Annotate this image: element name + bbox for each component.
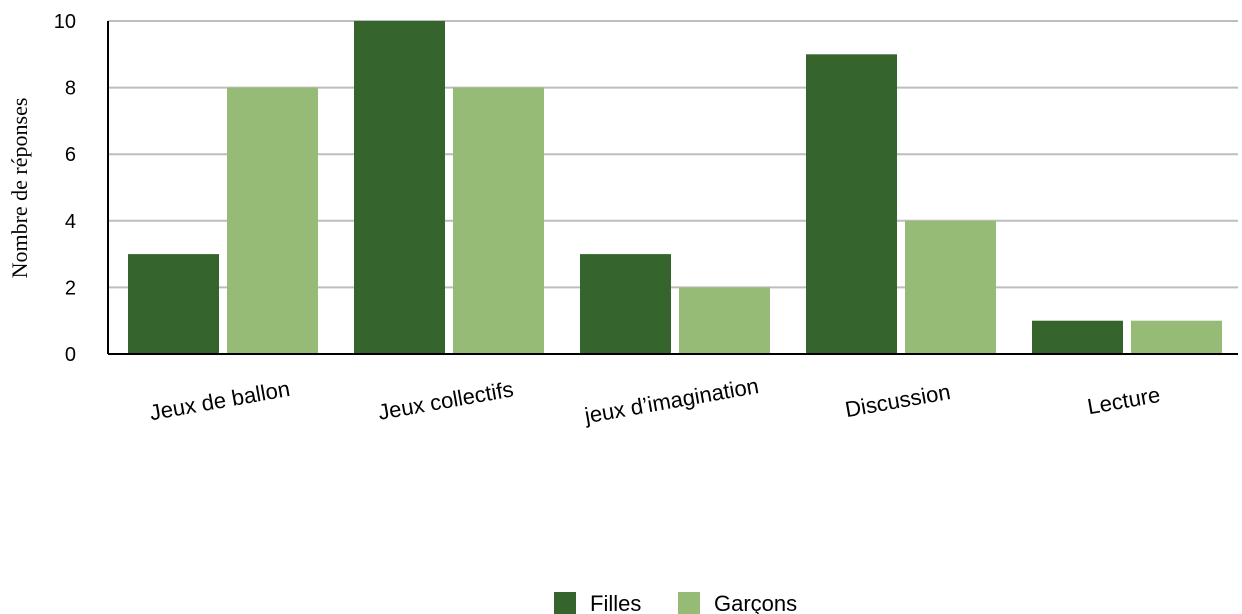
bar-filles-4 bbox=[1032, 320, 1123, 354]
legend-label: Garçons bbox=[714, 591, 797, 614]
legend: Filles Garçons bbox=[554, 591, 797, 614]
legend-swatch bbox=[554, 592, 576, 614]
bar-filles-1 bbox=[354, 21, 445, 354]
bar-gar-ons-4 bbox=[1131, 320, 1222, 354]
x-category-label: jeux d’imagination bbox=[582, 373, 761, 428]
x-category-labels: Jeux de ballon Jeux collectifs jeux d’imag… bbox=[148, 373, 1162, 428]
x-category-label: Jeux collectifs bbox=[376, 376, 515, 424]
y-tick-label: 4 bbox=[65, 211, 76, 233]
bar-gar-ons-3 bbox=[905, 220, 996, 354]
y-axis-label: Nombre de réponses bbox=[7, 98, 32, 279]
x-category-label: Jeux de ballon bbox=[148, 376, 292, 425]
legend-label: Filles bbox=[590, 591, 641, 614]
x-category-label: Lecture bbox=[1085, 382, 1162, 419]
y-tick-label: 2 bbox=[65, 277, 76, 299]
legend-swatch bbox=[678, 592, 700, 614]
bar-filles-3 bbox=[806, 54, 897, 355]
y-tick-label: 6 bbox=[65, 144, 76, 166]
y-tick-labels: 0 2 4 6 8 10 bbox=[54, 11, 76, 366]
bar-gar-ons-0 bbox=[227, 87, 318, 354]
y-tick-label: 10 bbox=[54, 11, 76, 33]
bar-filles-2 bbox=[580, 254, 671, 354]
x-category-label: Discussion bbox=[843, 379, 952, 422]
y-tick-label: 8 bbox=[65, 78, 76, 100]
bar-gar-ons-1 bbox=[453, 87, 544, 354]
y-tick-label: 0 bbox=[65, 344, 76, 366]
bar-filles-0 bbox=[128, 254, 219, 354]
bars bbox=[128, 21, 1222, 355]
bar-gar-ons-2 bbox=[679, 287, 770, 354]
